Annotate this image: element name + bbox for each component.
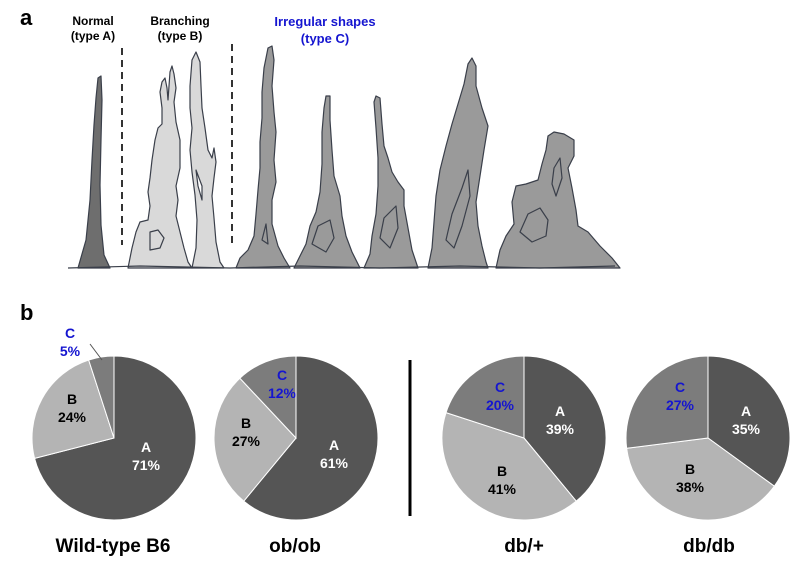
pie-title-obob: ob/ob	[269, 536, 321, 557]
pie-obob-label-c: C	[277, 367, 287, 383]
spine-type-c-4	[427, 57, 489, 269]
branching-label-line2: (type B)	[157, 29, 203, 43]
pie-dbplus-label-c: C	[495, 379, 505, 395]
spine-type-b-1	[127, 65, 193, 269]
normal-label-line1: Normal	[72, 14, 114, 28]
pie-dbdb-value-a: 35%	[732, 421, 761, 437]
pie-dbplus-value-c: 20%	[486, 397, 515, 413]
pie-obob-value-c: 12%	[268, 385, 297, 401]
irregular-label-line1: Irregular shapes	[274, 14, 376, 29]
pie-dbplus-label-b: B	[497, 463, 507, 479]
pie-dbdb-slice-b	[626, 437, 776, 521]
pie-dbdb-value-b: 38%	[676, 479, 705, 495]
pie-obob-slice-c	[239, 355, 297, 440]
spine-type-c-2	[293, 95, 361, 269]
pie-dbdb-label-b: B	[685, 461, 695, 477]
pie-wildtype-value-a: 71%	[132, 457, 161, 473]
pie-dbdb-label-a: A	[741, 403, 751, 419]
pie-title-wildtype: Wild-type B6	[55, 536, 171, 557]
pie-wildtype-slice-a	[33, 355, 197, 521]
pie-wildtype-value-b: 24%	[58, 409, 87, 425]
wildtype-c-leader	[89, 343, 103, 361]
irregular-type-label: Irregular shapes (type C)	[250, 13, 400, 47]
pie-wildtype-label-c: C	[65, 325, 75, 341]
pie-wildtype-label-b: B	[67, 391, 77, 407]
pie-dbdb-value-c: 27%	[666, 397, 695, 413]
pie-obob-value-b: 27%	[232, 433, 261, 449]
pie-dbdb-slice-c	[625, 355, 709, 449]
pie-wildtype-slice-c	[88, 355, 115, 439]
normal-label-line2: (type A)	[70, 29, 116, 43]
spine-type-b-2	[189, 51, 225, 269]
pie-obob-value-a: 61%	[320, 455, 349, 471]
pie-wildtype-value-c: 5%	[60, 343, 81, 359]
pie-wildtype-slice-b	[31, 359, 115, 459]
pie-charts: A 71% B 24% C 5% A 61% B 27% C 12% A 39% B 41% C 20% A 35% B…	[31, 325, 791, 521]
panel-a-letter: a	[20, 5, 33, 30]
spine-type-c-5	[495, 131, 621, 269]
branching-type-label: Branching (type B)	[140, 14, 220, 44]
spine-illustrations	[67, 44, 621, 269]
pie-wildtype-label-a: A	[141, 439, 151, 455]
pie-dbplus-slice-c	[445, 355, 525, 439]
pie-dbplus-label-a: A	[555, 403, 565, 419]
pie-obob-label-a: A	[329, 437, 339, 453]
pie-obob-slice-b	[213, 377, 297, 502]
spine-type-a	[77, 75, 111, 269]
pie-dbplus-slice-b	[441, 412, 577, 521]
pie-obob-slice-a	[243, 355, 379, 521]
normal-type-label: Normal (type A)	[58, 14, 128, 44]
irregular-label-line2: (type C)	[300, 31, 350, 46]
spine-type-c-3	[363, 95, 419, 269]
branching-label-line1: Branching	[150, 14, 210, 28]
pie-dbplus-value-a: 39%	[546, 421, 575, 437]
dendrite-baseline	[67, 265, 616, 269]
pie-dbdb-label-c: C	[675, 379, 685, 395]
spine-type-c-1	[235, 45, 291, 269]
pie-title-dbdb: db/db	[683, 536, 735, 557]
panel-b-letter: b	[20, 300, 34, 325]
pie-dbplus-slice-a	[523, 355, 607, 502]
pie-obob-label-b: B	[241, 415, 251, 431]
pie-dbplus-value-b: 41%	[488, 481, 517, 497]
pie-dbdb-slice-a	[707, 355, 791, 487]
pie-title-dbplus: db/+	[504, 536, 544, 557]
